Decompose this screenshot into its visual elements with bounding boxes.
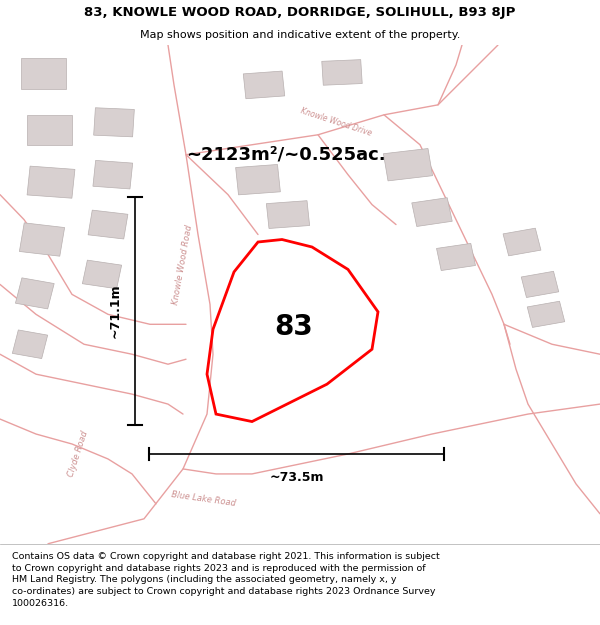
Bar [82,260,122,289]
Bar [93,161,133,189]
Bar [27,166,75,198]
Text: ~73.5m: ~73.5m [269,471,323,484]
Bar [243,71,285,99]
Bar [266,201,310,229]
Text: ~2123m²/~0.525ac.: ~2123m²/~0.525ac. [186,146,386,164]
Bar [322,59,362,85]
Text: Blue Lake Road: Blue Lake Road [171,490,237,508]
Text: Map shows position and indicative extent of the property.: Map shows position and indicative extent… [140,30,460,40]
Bar [22,59,66,89]
Bar [94,107,134,137]
Bar [27,115,72,145]
Bar [412,198,452,226]
Text: Knowle Wood Drive: Knowle Wood Drive [299,106,373,138]
Text: 83: 83 [275,312,313,341]
Bar [527,301,565,328]
Bar [383,149,433,181]
Bar [236,164,280,195]
Bar [19,223,65,256]
Bar [13,330,47,359]
Bar [437,243,475,271]
Text: Contains OS data © Crown copyright and database right 2021. This information is : Contains OS data © Crown copyright and d… [12,552,440,608]
Bar [503,228,541,256]
Bar [521,271,559,298]
Text: Knowle Wood Road: Knowle Wood Road [172,224,194,305]
Bar [16,278,54,309]
Text: 83, KNOWLE WOOD ROAD, DORRIDGE, SOLIHULL, B93 8JP: 83, KNOWLE WOOD ROAD, DORRIDGE, SOLIHULL… [85,6,515,19]
Text: ~71.1m: ~71.1m [109,284,122,338]
Bar [88,210,128,239]
Text: Clyde Road: Clyde Road [67,430,89,478]
